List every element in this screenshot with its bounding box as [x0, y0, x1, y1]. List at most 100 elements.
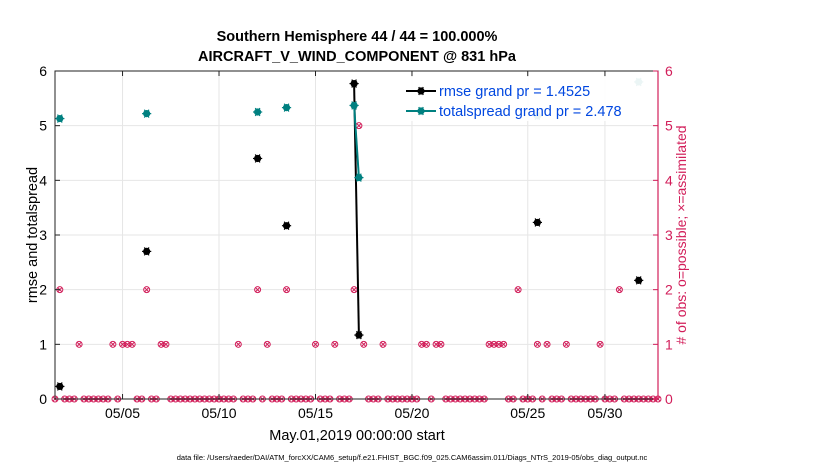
obs-possible-circle [254, 286, 262, 294]
rmse-point-ray [143, 247, 150, 256]
obs-count-marker [162, 340, 170, 348]
obs-possible-circle [119, 340, 127, 348]
y-tick-label-right: 3 [665, 227, 673, 243]
obs-count-marker [123, 340, 131, 348]
obs-possible-circle [234, 340, 242, 348]
obs-assimilated-x [235, 341, 241, 347]
obs-count-marker [500, 340, 508, 348]
obs-assimilated-x [486, 341, 492, 347]
obs-count-marker [157, 340, 165, 348]
obs-assimilated-x [563, 341, 569, 347]
obs-count-marker [331, 340, 339, 348]
obs-count-marker [432, 340, 440, 348]
obs-count-marker [234, 340, 242, 348]
totalspread-point-ray [351, 101, 357, 110]
y-tick-label-right: 5 [665, 118, 673, 134]
obs-count-marker [485, 340, 493, 348]
obs-possible-circle [263, 340, 271, 348]
y-tick-label-right: 4 [665, 172, 673, 188]
rmse-point [634, 276, 644, 285]
obs-assimilated-x [312, 341, 319, 347]
y-tick-label-right: 0 [665, 391, 673, 407]
obs-count-marker [533, 340, 541, 348]
obs-assimilated-x [158, 341, 164, 347]
obs-assimilated-x [163, 341, 169, 347]
rmse-point-ray [283, 221, 290, 230]
obs-assimilated-x [110, 341, 116, 347]
totalspread-point-ray [143, 109, 150, 118]
obs-assimilated-x [534, 341, 541, 347]
obs-assimilated-x [597, 341, 603, 347]
y-tick-label-right: 2 [665, 282, 673, 298]
x-tick-label: 05/10 [201, 405, 236, 421]
obs-assimilated-x [76, 341, 82, 347]
totalspread-point [354, 173, 364, 182]
obs-count-marker [596, 340, 604, 348]
obs-count-marker [615, 286, 623, 294]
obs-count-marker [143, 286, 151, 294]
obs-possible-circle [533, 340, 541, 348]
obs-possible-circle [311, 340, 319, 348]
obs-count-marker [543, 340, 551, 348]
rmse-point [349, 79, 359, 88]
y-tick-label-left: 0 [39, 391, 47, 407]
x-tick-label: 05/25 [510, 405, 545, 421]
obs-possible-circle [283, 286, 291, 294]
rmse-point-ray [635, 276, 642, 285]
data-file-footer: data file: /Users/raeder/DAI/ATM_forcXX/… [177, 453, 648, 462]
obs-assimilated-x [119, 341, 126, 347]
y-axis-label-left: rmse and totalspread [25, 167, 41, 303]
y-tick-label-left: 2 [39, 282, 47, 298]
obs-count-marker [311, 340, 319, 348]
obs-assimilated-x [254, 287, 261, 293]
legend-rmse-marker [416, 86, 426, 96]
obs-assimilated-x [129, 341, 135, 347]
obs-possible-circle [562, 340, 570, 348]
obs-count-marker [379, 340, 387, 348]
obs-count-marker [128, 340, 136, 348]
obs-possible-circle [123, 340, 131, 348]
rmse-point [354, 330, 364, 340]
y-tick-label-left: 6 [39, 63, 47, 79]
obs-count-marker [360, 340, 368, 348]
obs-possible-circle [128, 340, 136, 348]
y-tick-label-left: 3 [39, 227, 47, 243]
totalspread-point-ray [356, 173, 362, 182]
obs-assimilated-x [144, 287, 150, 293]
obs-assimilated-x [491, 341, 497, 347]
obs-count-marker [75, 340, 83, 348]
rmse-point [55, 382, 65, 391]
totalspread-point [253, 107, 263, 117]
obs-assimilated-x [351, 287, 357, 293]
obs-count-marker [418, 340, 426, 348]
legend-rmse-label: rmse grand pr = 1.4525 [439, 84, 590, 100]
axes: 05/05 05/10 05/15 05/20 05/25 05/30 0 1 2 3 4 5 6 0 1 2… [39, 63, 673, 421]
obs-assimilated-x [332, 341, 338, 347]
obs-possible-circle [331, 340, 339, 348]
rmse-point [532, 218, 542, 227]
obs-count-marker [263, 340, 271, 348]
y-tick-label-left: 5 [39, 118, 47, 134]
obs-possible-circle [485, 340, 493, 348]
obs-possible-circle [379, 340, 387, 348]
obs-count-marker [254, 286, 262, 294]
y-tick-label-right: 6 [665, 63, 673, 79]
obs-possible-circle [490, 340, 498, 348]
chart-title-line2: AIRCRAFT_V_WIND_COMPONENT @ 831 hPa [198, 49, 517, 65]
obs-count-marker [514, 286, 522, 294]
obs-possible-circle [514, 286, 522, 294]
obs-possible-circle [162, 340, 170, 348]
legend-box [402, 77, 654, 121]
x-tick-label: 05/15 [298, 405, 333, 421]
totalspread-point-ray [283, 103, 290, 112]
x-tick-label: 05/20 [394, 405, 429, 421]
obs-assimilated-x [361, 341, 367, 347]
obs-possible-circle [500, 340, 508, 348]
x-axis-label: May.01,2019 00:00:00 start [269, 428, 444, 444]
obs-count-marker [109, 340, 117, 348]
obs-assimilated-x [496, 341, 502, 347]
y-tick-label-left: 4 [39, 172, 47, 188]
obs-assimilated-x [433, 341, 439, 347]
totalspread-point-ray [57, 114, 63, 123]
obs-assimilated-x [283, 287, 290, 293]
